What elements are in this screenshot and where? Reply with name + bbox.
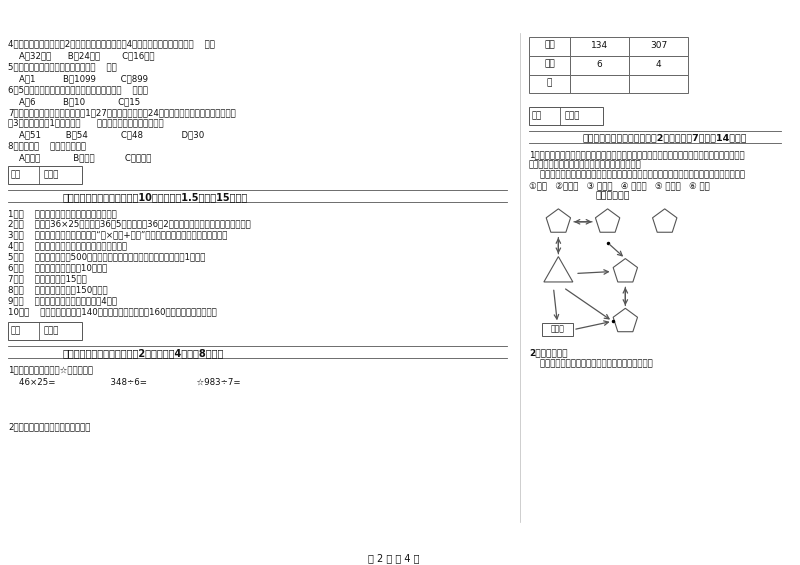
- Text: 307: 307: [650, 41, 667, 50]
- Text: 1．列竖式计算。（带☆的要验算）: 1．列竖式计算。（带☆的要验算）: [8, 365, 93, 374]
- Text: 1．（    ）小明面对着东方时，背对着西方。: 1．（ ）小明面对着东方时，背对着西方。: [8, 209, 117, 218]
- Text: 的3人，那么三（1）一共有（      ）人参加了书法和棋艺小组。: 的3人，那么三（1）一共有（ ）人参加了书法和棋艺小组。: [8, 118, 163, 127]
- Bar: [8, 322, 82, 340]
- Text: 评卷人: 评卷人: [564, 111, 580, 120]
- Text: 乘数: 乘数: [544, 60, 555, 69]
- Bar: [570, 75, 630, 93]
- Text: 量出每条边的长度，以毫米为单位，并计算周长。: 量出每条边的长度，以毫米为单位，并计算周长。: [529, 359, 653, 368]
- Text: 8．（    ）一本故事书约重150千克。: 8．（ ）一本故事书约重150千克。: [8, 285, 107, 294]
- Text: 得分: 得分: [11, 170, 21, 179]
- Text: A．1          B．1099         C．899: A．1 B．1099 C．899: [8, 75, 148, 84]
- Bar: [529, 56, 570, 75]
- Text: 评卷人: 评卷人: [43, 170, 58, 179]
- Bar: [570, 37, 630, 56]
- Text: 134: 134: [591, 41, 608, 50]
- Text: 5．（    ）小明家离学校500米，他每天上学、回家，一个来回一共要走1千米。: 5．（ ）小明家离学校500米，他每天上学、回家，一个来回一共要走1千米。: [8, 253, 206, 262]
- Text: 4．一个正方形的边长是2厘米，现在将边长扩大到4倍，现在正方形的周长是（    ）。: 4．一个正方形的边长是2厘米，现在将边长扩大到4倍，现在正方形的周长是（ ）。: [8, 40, 214, 49]
- Text: A．32厘米      B．24厘米        C．16厘米: A．32厘米 B．24厘米 C．16厘米: [8, 52, 154, 60]
- Text: 五、认真思考，综合能力（共2小题，每题7分，共14分）。: 五、认真思考，综合能力（共2小题，每题7分，共14分）。: [583, 133, 747, 142]
- Text: 得分: 得分: [11, 326, 21, 335]
- Text: 10．（    ）一条河平均水深140厘米，一匹小马身高是160厘米，它肯定能通过。: 10．（ ）一条河平均水深140厘米，一匹小马身高是160厘米，它肯定能通过。: [8, 307, 217, 316]
- Text: 2．把乘得的积填在下面的空格里。: 2．把乘得的积填在下面的空格里。: [8, 423, 90, 432]
- Text: 馆和鱼馆的场地分别在动物园的东北角和西北角。: 馆和鱼馆的场地分别在动物园的东北角和西北角。: [529, 160, 642, 169]
- Text: 乘数: 乘数: [544, 41, 555, 50]
- Bar: [529, 37, 570, 56]
- Text: 4．（    ）长方形的周长就是它四条边长度的和。: 4．（ ）长方形的周长就是它四条边长度的和。: [8, 242, 127, 251]
- Text: 6．5名同学打乒乓球，每两人打一场，共要打（    ）场。: 6．5名同学打乒乓球，每两人打一场，共要打（ ）场。: [8, 85, 148, 94]
- Bar: [8, 166, 82, 184]
- Text: 出入口: 出入口: [550, 324, 564, 333]
- Text: 得分: 得分: [532, 111, 542, 120]
- Bar: [630, 37, 688, 56]
- Text: 第 2 页 共 4 页: 第 2 页 共 4 页: [368, 553, 420, 563]
- Text: 8．四边形（    ）平行四边形。: 8．四边形（ ）平行四边形。: [8, 141, 86, 150]
- Text: 2．（    ）计算36×25时，先把36和5相乘，再把36和2相乘，最后把两次乘得的结果相加。: 2．（ ）计算36×25时，先把36和5相乘，再把36和2相乘，最后把两次乘得的…: [8, 220, 250, 229]
- Text: 7．（    ）李老师身高15米。: 7．（ ）李老师身高15米。: [8, 275, 86, 284]
- Bar: [542, 323, 573, 336]
- Text: 三、仔细推敲，正确判断（儅10小题，每题1.5分，全15分）。: 三、仔细推敲，正确判断（儅10小题，每题1.5分，全15分）。: [62, 192, 247, 202]
- Text: 46×25=                    348÷6=                  ☆983÷7=: 46×25= 348÷6= ☆983÷7=: [8, 378, 241, 387]
- Bar: [529, 75, 570, 93]
- Text: 9．（    ）正方形的周长是它的边长的4倍。: 9．（ ）正方形的周长是它的边长的4倍。: [8, 297, 117, 305]
- Text: 积: 积: [547, 79, 552, 88]
- Text: A．6          B．10            C．15: A．6 B．10 C．15: [8, 98, 140, 106]
- Text: 7．学校开设两个兴趣小组，三（1）27人参加书法小组，24人参加棋艺小组，两个小组都参加: 7．学校开设两个兴趣小组，三（1）27人参加书法小组，24人参加棋艺小组，两个小…: [8, 108, 236, 118]
- Text: ①狮山   ②熊猫馆   ③ 飞禽馆   ④ 猛禅馆   ⑤ 大象馆   ⑥ 鱼馆: ①狮山 ②熊猫馆 ③ 飞禽馆 ④ 猛禅馆 ⑤ 大象馆 ⑥ 鱼馆: [529, 181, 710, 190]
- Text: 评卷人: 评卷人: [43, 326, 58, 335]
- Text: 4: 4: [656, 60, 662, 69]
- Bar: [630, 56, 688, 75]
- Text: 5．最小三位数和最大三位数的和是（    ）。: 5．最小三位数和最大三位数的和是（ ）。: [8, 63, 117, 72]
- Text: 四、看清题目，细心计算（共2小题，每题4分，共8分）。: 四、看清题目，细心计算（共2小题，每题4分，共8分）。: [62, 348, 223, 358]
- Text: 3．（    ）有余数除法的验算方法是“商×除数+余数”，看得到的结果是否与被除数相等。: 3．（ ）有余数除法的验算方法是“商×除数+余数”，看得到的结果是否与被除数相等…: [8, 231, 227, 240]
- Bar: [570, 56, 630, 75]
- Bar: [529, 107, 602, 125]
- Text: A．一定            B．可能           C．不可能: A．一定 B．可能 C．不可能: [8, 153, 151, 162]
- Text: 根据小强的描述，请你把这些动物场馆所在的位置，在动物园的导游图上用序号表示出来。: 根据小强的描述，请你把这些动物场馆所在的位置，在动物园的导游图上用序号表示出来。: [529, 170, 745, 179]
- Text: 6: 6: [597, 60, 602, 69]
- Text: 1．走进动物园大门，正北面是狮子山和熊猫馆，狮子山的东侧是飞禽馆，西侧是猛禅馆，大象: 1．走进动物园大门，正北面是狮子山和熊猫馆，狮子山的东侧是飞禽馆，西侧是猛禅馆，…: [529, 150, 745, 159]
- Text: 6．（    ）小明家客厅面积是10公顿。: 6．（ ）小明家客厅面积是10公顿。: [8, 263, 107, 272]
- Bar: [630, 75, 688, 93]
- Text: A．51         B．54            C．48              D．30: A．51 B．54 C．48 D．30: [8, 131, 204, 140]
- Text: 2．动手操作。: 2．动手操作。: [529, 348, 567, 357]
- Text: 动物园导游图: 动物园导游图: [595, 191, 630, 200]
